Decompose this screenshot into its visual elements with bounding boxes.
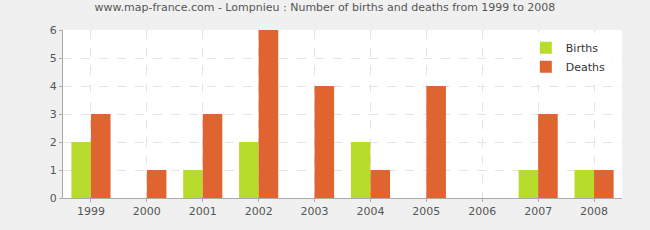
svg-text:2000: 2000 [133, 205, 161, 218]
svg-text:Births: Births [566, 42, 598, 55]
svg-text:1: 1 [50, 164, 57, 177]
svg-text:2001: 2001 [189, 205, 217, 218]
svg-text:6: 6 [50, 24, 57, 37]
svg-text:1999: 1999 [77, 205, 105, 218]
svg-text:Deaths: Deaths [566, 61, 605, 74]
svg-text:0: 0 [50, 192, 57, 205]
svg-text:2003: 2003 [301, 205, 329, 218]
svg-text:2: 2 [50, 136, 57, 149]
svg-text:2006: 2006 [468, 205, 496, 218]
svg-text:2007: 2007 [524, 205, 552, 218]
svg-text:5: 5 [50, 52, 57, 65]
svg-text:2004: 2004 [356, 205, 384, 218]
svg-text:4: 4 [50, 80, 57, 93]
svg-text:3: 3 [50, 108, 57, 121]
svg-text:2005: 2005 [412, 205, 440, 218]
svg-text:2002: 2002 [245, 205, 273, 218]
svg-text:2008: 2008 [580, 205, 608, 218]
svg-text:www.map-france.com - Lompnieu: www.map-france.com - Lompnieu : Number o… [95, 1, 556, 14]
